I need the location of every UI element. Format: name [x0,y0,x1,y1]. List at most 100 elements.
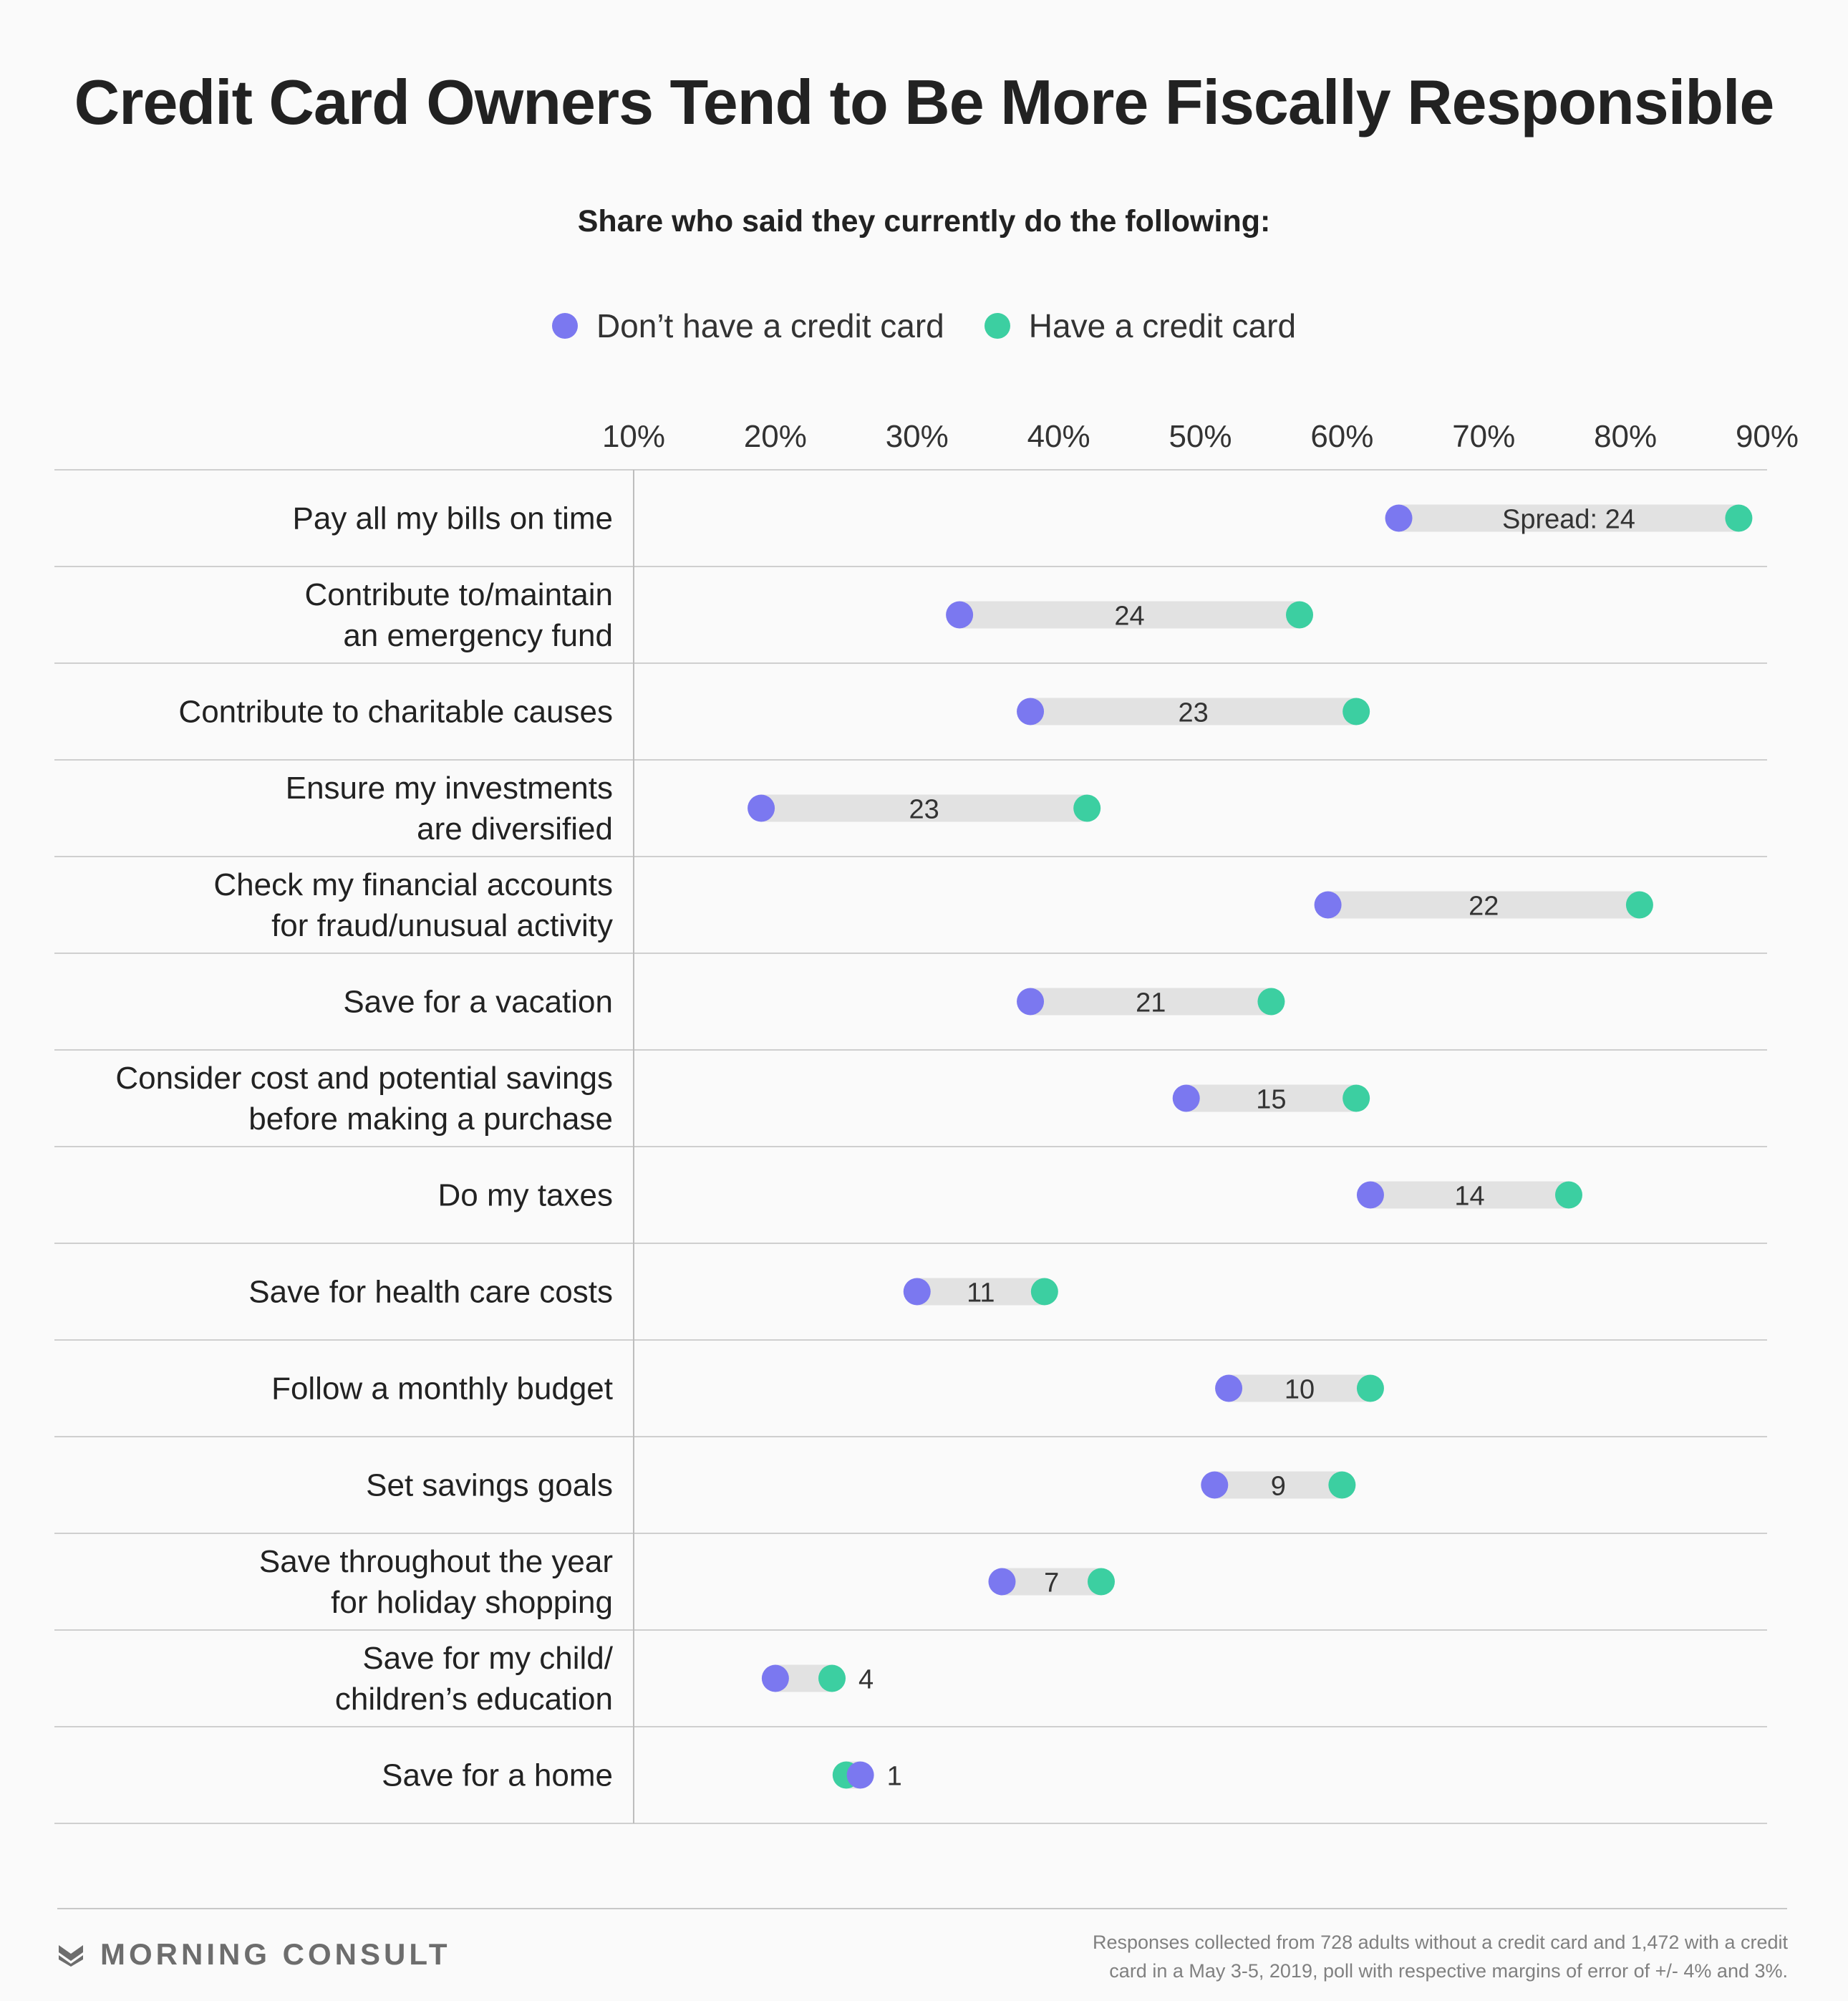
legend-label-have-card: Have a credit card [1028,307,1297,344]
category-label: Save throughout the year for holiday shop… [259,1544,613,1620]
spread-bar [1030,698,1357,725]
category-label-line: Check my financial accounts [213,867,613,902]
dot-no-card [748,794,775,822]
chart-subtitle: Share who said they currently do the fol… [577,204,1271,238]
category-label-line: Save for a vacation [343,985,613,1020]
category-label: Contribute to charitable causes [178,695,613,730]
dot-have-card [1343,1084,1370,1112]
dot-no-card [1201,1471,1229,1499]
brand: MORNING CONSULT [57,1937,451,1972]
dot-no-card [988,1568,1016,1596]
category-label-line: Do my taxes [437,1178,613,1213]
x-tick-label: 80% [1594,419,1657,454]
dumbbell-chart: 10% 20% 30% 40% 50% 60% 70% 80% 90% Pay all my bi… [54,419,1799,1824]
category-label: Set savings goals [366,1468,613,1503]
category-label: Save for health care costs [248,1275,613,1310]
dot-have-card [1625,891,1653,919]
legend-dot-no-card [551,313,578,339]
spread-label: 23 [909,795,939,825]
dot-no-card [1385,504,1413,532]
category-label-line: children’s education [335,1682,613,1717]
spread-bar [959,601,1300,629]
category-label-line: Save for health care costs [248,1275,613,1310]
dot-no-card [1172,1084,1200,1112]
dot-no-card [1215,1374,1243,1402]
category-label: Follow a monthly budget [271,1371,613,1407]
dot-have-card [1343,698,1370,725]
footer-divider [57,1908,1787,1909]
spread-bar [1186,1084,1357,1112]
category-label: Pay all my bills on time [293,501,613,536]
dot-no-card [946,601,974,629]
x-tick-label: 40% [1027,419,1090,454]
category-label-line: for holiday shopping [331,1585,613,1620]
category-label-line: Save throughout the year [259,1544,613,1579]
dot-have-card [818,1664,846,1692]
x-tick-label: 70% [1452,419,1515,454]
x-tick-label: 90% [1736,419,1799,454]
spread-label: 10 [1285,1375,1315,1405]
category-label: Check my financial accounts for fraud/unu… [213,867,613,943]
category-label-line: Follow a monthly budget [271,1371,613,1407]
category-label-line: Contribute to charitable causes [178,695,613,730]
dot-have-card [1257,988,1285,1016]
dot-no-card [1356,1181,1384,1209]
legend-item-have-card: Have a credit card [984,307,1297,345]
spread-bar [1214,1471,1343,1499]
category-label: Save for a vacation [343,985,613,1020]
dot-have-card [1554,1181,1582,1209]
spread-label: Spread: 24 [1502,505,1635,535]
dot-have-card [1073,794,1101,822]
spread-bar [761,794,1088,822]
spread-bar [1327,891,1640,919]
x-tick-label: 10% [602,419,665,454]
spread-label: 21 [1136,988,1166,1018]
spread-label: 11 [967,1278,995,1308]
legend-dot-have-card [984,313,1010,339]
dot-have-card [1328,1471,1356,1499]
dot-no-card [761,1664,789,1692]
dot-no-card [1017,698,1045,725]
x-tick-label: 60% [1310,419,1373,454]
category-label-line: an emergency fund [343,618,613,653]
x-tick-label: 20% [744,419,807,454]
x-tick-label: 30% [886,419,949,454]
dot-no-card [1017,988,1045,1016]
category-label-line: before making a purchase [248,1101,613,1137]
spread-label: 1 [887,1762,902,1792]
spread-label: 7 [1044,1568,1059,1599]
dot-have-card [1087,1568,1115,1596]
category-label-line: Contribute to/maintain [305,577,613,612]
legend-item-no-card: Don’t have a credit card [551,307,944,345]
spread-bar [1229,1374,1370,1402]
brand-name: MORNING CONSULT [100,1937,451,1971]
category-label-line: are diversified [417,811,613,847]
category-label-line: for fraud/unusual activity [271,908,613,943]
legend: Don’t have a credit card Have a credit c… [0,307,1848,345]
footnote: Responses collected from 728 adults with… [857,1928,1788,1985]
morning-consult-logo-icon [59,1945,83,1967]
dot-have-card [1030,1278,1058,1306]
footnote-line-2: card in a May 3-5, 2019, poll with respe… [1109,1960,1788,1982]
spread-bar [1370,1181,1569,1209]
category-label: Save for a home [382,1758,613,1793]
footnote-line-1: Responses collected from 728 adults with… [1092,1932,1788,1953]
category-label-line: Ensure my investments [286,771,613,806]
category-label: Contribute to/maintain an emergency fund [305,577,613,653]
category-label: Ensure my investments are diversified [286,771,613,847]
category-label-line: Save for my child/ [362,1641,613,1676]
spread-bar [1030,988,1272,1016]
category-label-line: Set savings goals [366,1468,613,1503]
dot-have-card [1356,1374,1384,1402]
chart-title: Credit Card Owners Tend to Be More Fisca… [74,67,1775,138]
spread-bar [916,1278,1045,1306]
category-label: Consider cost and potential savings befor… [115,1061,613,1137]
x-tick-label: 50% [1169,419,1232,454]
dot-no-card [846,1761,874,1789]
category-label-line: Save for a home [382,1758,613,1793]
dot-have-card [1286,601,1314,629]
spread-label: 24 [1114,602,1144,632]
legend-label-no-card: Don’t have a credit card [596,307,944,344]
dot-have-card [1725,504,1753,532]
spread-label: 9 [1271,1472,1286,1502]
